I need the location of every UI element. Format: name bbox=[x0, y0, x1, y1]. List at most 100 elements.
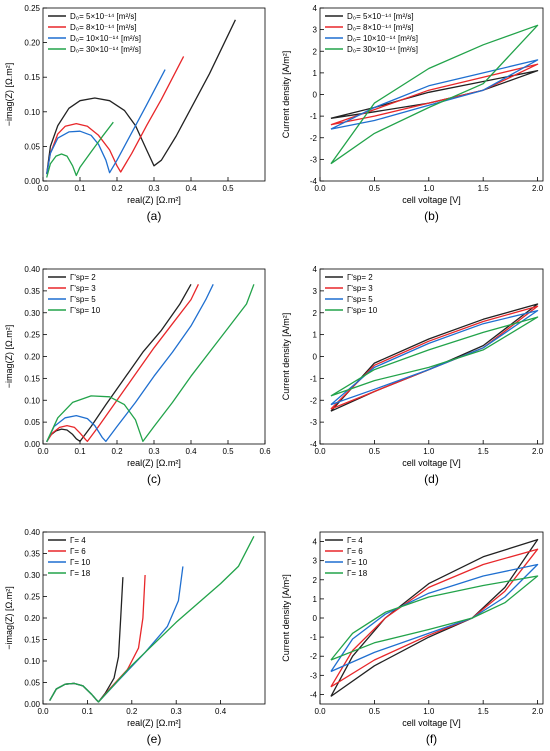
y-tick-label: 0.40 bbox=[24, 265, 40, 274]
x-tick-label: 0.1 bbox=[74, 184, 86, 193]
legend-label: Γʹsp= 5 bbox=[70, 295, 96, 304]
x-tick-label: 0.3 bbox=[171, 707, 183, 716]
y-tick-label: -2 bbox=[310, 396, 318, 405]
x-tick-label: 0.1 bbox=[74, 447, 86, 456]
series-line-1 bbox=[46, 19, 236, 175]
x-tick-label: 1.5 bbox=[478, 447, 490, 456]
legend-label: Γʹsp= 2 bbox=[347, 273, 373, 282]
panel-label: (e) bbox=[147, 732, 162, 746]
series-line-3 bbox=[330, 563, 539, 673]
series-line-1 bbox=[330, 303, 539, 412]
y-tick-label: 4 bbox=[313, 265, 318, 274]
y-tick-label: 1 bbox=[313, 595, 318, 604]
y-tick-label: 0.35 bbox=[24, 287, 40, 296]
y-tick-label: 0.05 bbox=[24, 142, 40, 151]
legend-label: D₀= 5×10⁻¹⁴ [m²/s] bbox=[347, 12, 414, 21]
x-tick-label: 0.2 bbox=[111, 184, 123, 193]
x-tick-label: 2.0 bbox=[532, 184, 544, 193]
series-line-1 bbox=[49, 577, 124, 703]
chart-b: 0.0 0.5 1.0 1.5 2.0 -4 -3 -2 -1 0 1 2 3 4 cell voltage… bbox=[281, 4, 544, 223]
series-line-2 bbox=[330, 63, 539, 126]
legend-label: D₀= 8×10⁻¹⁴ [m²/s] bbox=[70, 23, 137, 32]
legend-label: Γ= 10 bbox=[347, 558, 368, 567]
y-axis-label: −imag(Z) [Ω.m²] bbox=[4, 586, 14, 649]
y-tick-label: -4 bbox=[310, 690, 318, 699]
y-tick-label: -3 bbox=[310, 418, 318, 427]
panel-label: (b) bbox=[424, 209, 439, 223]
y-tick-label: 0.40 bbox=[24, 528, 40, 537]
y-tick-label: -4 bbox=[310, 440, 318, 449]
y-tick-label: -2 bbox=[310, 652, 318, 661]
series-line-2 bbox=[330, 548, 539, 688]
y-tick-label: 0 bbox=[313, 353, 318, 362]
y-tick-label: 0.25 bbox=[24, 593, 40, 602]
x-tick-label: 1.5 bbox=[478, 707, 490, 716]
legend-label: Γ= 6 bbox=[70, 547, 86, 556]
y-tick-label: -3 bbox=[310, 671, 318, 680]
y-tick-label: -4 bbox=[310, 177, 318, 186]
y-tick-label: 2 bbox=[313, 47, 318, 56]
y-tick-label: 0.20 bbox=[24, 39, 40, 48]
chart-f: 0.0 0.5 1.0 1.5 2.0 -4 -3 -2 -1 0 1 2 3 4 cell voltage… bbox=[281, 531, 544, 746]
y-axis-label: Current density [A/m²] bbox=[281, 574, 291, 662]
y-tick-label: 0.00 bbox=[24, 700, 40, 709]
x-tick-label: 0.1 bbox=[82, 707, 94, 716]
legend-label: Γ= 18 bbox=[70, 569, 91, 578]
x-tick-label: 0.5 bbox=[222, 447, 234, 456]
panel-label: (f) bbox=[426, 732, 437, 746]
x-tick-label: 0.3 bbox=[148, 184, 160, 193]
panel-label: (c) bbox=[147, 472, 161, 486]
x-tick-label: 0.4 bbox=[185, 447, 197, 456]
series-line-2 bbox=[49, 574, 146, 703]
x-tick-label: 0.0 bbox=[314, 707, 326, 716]
series-line-4 bbox=[330, 575, 539, 661]
legend-label: D₀= 5×10⁻¹⁴ [m²/s] bbox=[70, 12, 137, 21]
y-tick-label: -1 bbox=[310, 112, 318, 121]
legend-label: Γʹsp= 2 bbox=[70, 273, 96, 282]
x-tick-label: 2.0 bbox=[532, 447, 544, 456]
x-tick-label: 0.2 bbox=[111, 447, 123, 456]
y-tick-label: 0.10 bbox=[24, 396, 40, 405]
y-tick-label: -1 bbox=[310, 374, 318, 383]
x-tick-label: 0.0 bbox=[37, 447, 49, 456]
y-tick-label: 2 bbox=[313, 309, 318, 318]
y-tick-label: 0.30 bbox=[24, 571, 40, 580]
y-tick-label: 0.20 bbox=[24, 353, 40, 362]
x-tick-label: 0.0 bbox=[314, 447, 326, 456]
legend-label: D₀= 10×10⁻¹⁴ [m²/s] bbox=[347, 34, 418, 43]
x-tick-label: 0.4 bbox=[215, 707, 227, 716]
y-tick-label: 0.10 bbox=[24, 108, 40, 117]
chart-a: 0.0 0.1 0.2 0.3 0.4 0.5 0.00 0.05 0.10 0.15 0.20 0.… bbox=[4, 4, 266, 223]
x-tick-label: 0.4 bbox=[185, 184, 197, 193]
y-tick-label: 0 bbox=[313, 91, 318, 100]
y-tick-label: 0.05 bbox=[24, 679, 40, 688]
y-tick-label: 3 bbox=[313, 26, 318, 35]
legend-label: Γʹsp= 10 bbox=[347, 306, 378, 315]
series-line-4 bbox=[330, 316, 539, 397]
x-tick-label: 0.3 bbox=[148, 447, 160, 456]
chart-d: 0.0 0.5 1.0 1.5 2.0 -4 -3 -2 -1 0 1 2 3 4 cell voltage… bbox=[281, 265, 544, 486]
legend-label: Γ= 4 bbox=[347, 536, 363, 545]
y-tick-label: 4 bbox=[313, 4, 318, 13]
y-tick-label: 2 bbox=[313, 576, 318, 585]
x-tick-label: 0.5 bbox=[369, 447, 381, 456]
legend-label: Γʹsp= 3 bbox=[70, 284, 96, 293]
legend-label: Γ= 10 bbox=[70, 558, 91, 567]
series-line-3 bbox=[330, 309, 539, 406]
x-axis-label: cell voltage [V] bbox=[402, 458, 461, 468]
y-tick-label: 4 bbox=[313, 538, 318, 547]
series-line-1 bbox=[46, 283, 192, 443]
y-tick-label: -3 bbox=[310, 155, 318, 164]
y-axis-label: −imag(Z) [Ω.m²] bbox=[4, 325, 14, 388]
series-line-4 bbox=[330, 24, 539, 165]
chart-c: 0.0 0.1 0.2 0.3 0.4 0.5 0.6 0.00 0.05 0.10 0.15 0.2… bbox=[4, 265, 271, 486]
x-tick-label: 0.2 bbox=[126, 707, 138, 716]
x-tick-label: 0.0 bbox=[314, 184, 326, 193]
x-axis-label: real(Z) [Ω.m²] bbox=[127, 458, 181, 468]
legend-label: Γʹsp= 10 bbox=[70, 306, 101, 315]
y-tick-label: 0.00 bbox=[24, 177, 40, 186]
series-line-3 bbox=[46, 69, 166, 175]
x-axis-label: real(Z) [Ω.m²] bbox=[127, 195, 181, 205]
series-line-4 bbox=[46, 121, 114, 178]
x-tick-label: 1.0 bbox=[423, 447, 435, 456]
